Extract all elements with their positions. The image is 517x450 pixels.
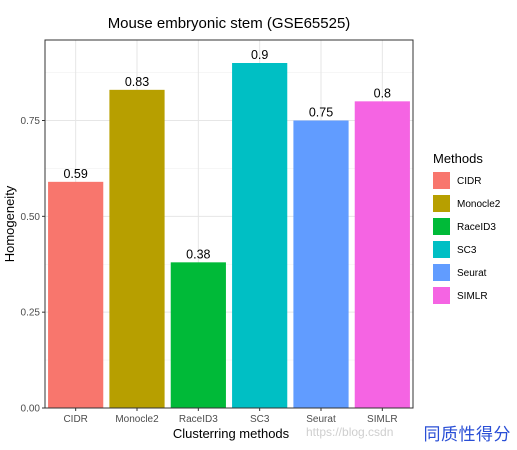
x-tick-label: SIMLR [367,414,398,425]
data-label-raceid3: 0.38 [186,247,210,261]
y-tick-label: 0.00 [21,404,41,415]
bar-raceid3 [170,262,226,408]
legend-label-seurat: Seurat [457,268,487,279]
caption-text: 同质性得分 [423,425,511,445]
legend: Methods CIDR Monocle2 RaceID3 SC3 Seurat SIML… [433,151,501,304]
x-tick-label: SC3 [250,414,270,425]
bar-monocle2 [109,89,165,408]
legend-swatch-monocle2 [433,195,450,212]
legend-label-monocle2: Monocle2 [457,199,501,210]
plot-area: 0.59 0.83 0.38 0.9 0.75 0.8 [44,39,414,409]
data-labels: 0.59 0.83 0.38 0.9 0.75 0.8 [63,48,391,261]
legend-swatch-simlr [433,287,450,304]
watermark: https://blog.csdn [306,425,393,439]
x-tick-label: Monocle2 [115,414,159,425]
data-label-seurat: 0.75 [309,106,333,120]
y-tick-label: 0.50 [21,212,41,223]
legend-label-sc3: SC3 [457,245,477,256]
legend-swatch-seurat [433,264,450,281]
y-axis-title: Homogeneity [2,185,17,262]
x-tick-label: RaceID3 [179,414,218,425]
bar-seurat [293,120,349,408]
bar-cidr [48,181,104,408]
data-label-simlr: 0.8 [374,86,391,100]
x-axis-title: Clusterring methods [173,426,290,441]
plot-panel [45,40,413,408]
bar-sc3 [232,63,288,408]
chart-title: Mouse embryonic stem (GSE65525) [108,15,351,32]
y-tick-label: 0.75 [21,116,41,127]
x-tick-label: Seurat [306,414,336,425]
legend-swatch-cidr [433,172,450,189]
y-axis-ticks: 0.00 0.25 0.50 0.75 [21,116,45,415]
bars [48,63,410,408]
legend-label-simlr: SIMLR [457,291,488,302]
data-label-cidr: 0.59 [63,167,87,181]
data-label-sc3: 0.9 [251,48,268,62]
legend-title: Methods [433,151,483,166]
data-label-monocle2: 0.83 [125,75,149,89]
bar-simlr [354,101,410,408]
plot-border [44,39,414,409]
x-tick-label: CIDR [63,414,87,425]
legend-label-cidr: CIDR [457,176,481,187]
legend-swatch-raceid3 [433,218,450,235]
y-tick-label: 0.25 [21,308,41,319]
legend-label-raceid3: RaceID3 [457,222,496,233]
legend-swatch-sc3 [433,241,450,258]
x-axis-ticks: CIDR Monocle2 RaceID3 SC3 Seurat SIMLR [63,408,398,425]
